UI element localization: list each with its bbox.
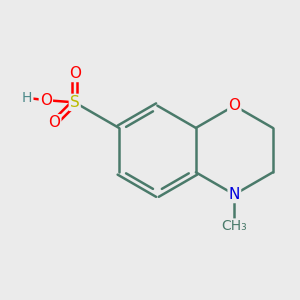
Text: O: O <box>40 93 52 108</box>
Text: O: O <box>48 115 60 130</box>
Text: S: S <box>70 95 80 110</box>
Text: O: O <box>69 66 81 81</box>
Text: CH₃: CH₃ <box>221 220 247 233</box>
Text: O: O <box>228 98 240 113</box>
Text: N: N <box>229 187 240 202</box>
Text: H: H <box>22 91 32 105</box>
